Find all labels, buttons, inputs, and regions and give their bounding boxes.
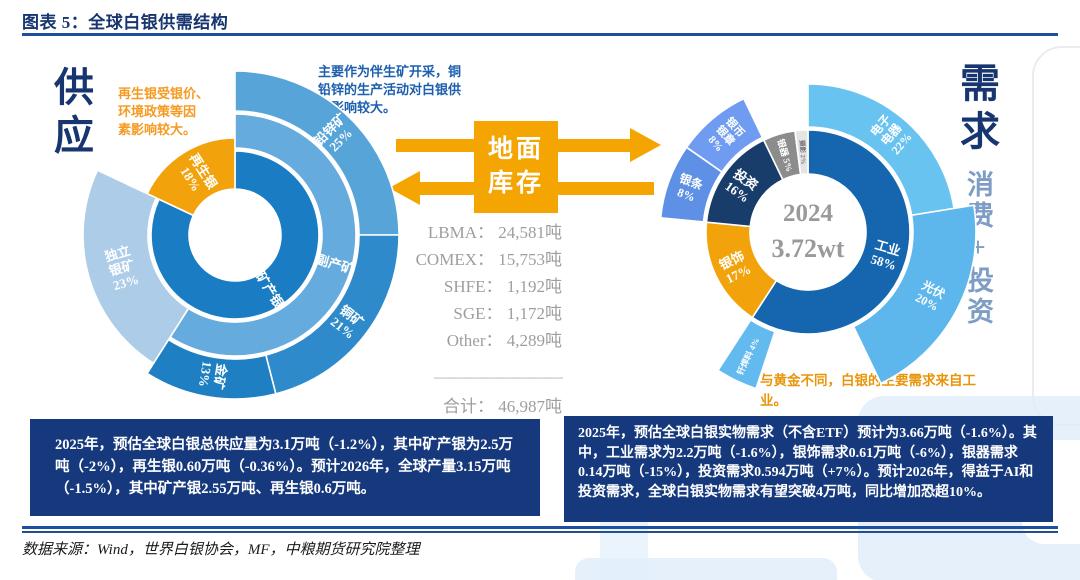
sunburst-segment	[716, 318, 776, 390]
section-divider-thick	[22, 526, 1058, 529]
sunburst-center-label: 2024	[783, 200, 834, 227]
sunburst-segment-label: 金矿13%	[196, 359, 230, 390]
inventory-separator: ————————	[434, 367, 563, 386]
sunburst-segment	[685, 97, 764, 174]
blue-bottom-decoration	[575, 558, 837, 580]
ground-inventory-label: 地面库存	[487, 136, 544, 197]
demand-heading: 需求	[954, 62, 999, 158]
inventory-total: 合计： 46,987吨	[443, 397, 562, 416]
data-source: 数据来源：Wind，世界白银协会，MF，中粮期货研究院整理	[22, 542, 420, 558]
title-underline	[22, 33, 1058, 36]
sunburst-segment	[794, 129, 809, 176]
arrow-right-icon	[630, 128, 661, 162]
supply-heading: 供应	[48, 66, 93, 162]
demand-sunburst-chart: 工业58% 银饰17% 投资16% 银器 5% 摄影 2% 电子电器22% 光伏20% 钎焊料…	[638, 62, 978, 402]
sunburst-segment	[852, 204, 977, 385]
ground-inventory-box: 地面库存	[474, 121, 558, 213]
demand-note: 与黄金不同，白银的主要需求来自工业。	[760, 373, 976, 408]
demand-summary-box: 2025年，预估全球白银实物需求（不含ETF）预计为3.66万吨（-1.6%）。…	[564, 416, 1053, 522]
inventory-row: SGE： 1,172吨	[453, 304, 562, 323]
inventory-list: LBMA： 24,581吨 COMEX： 15,753吨 SHFE： 1,192…	[388, 219, 563, 420]
sunburst-segment	[146, 338, 277, 400]
supply-sunburst-chart: 矿产银 再生银18% 副产矿 独立银矿23% 铅锌矿25% 铜矿21% 金矿13%	[65, 65, 405, 405]
inventory-row: SHFE： 1,192吨	[443, 277, 562, 296]
supply-note-byproduct: 主要作为伴生矿开采，铜 铅锌的生产活动对白银供 应影响较大。	[318, 64, 462, 116]
sunburst-segment-label: 独立银矿23%	[103, 243, 141, 293]
supply-summary-box: 2025年，预估全球白银总供应量为3.1万吨（-1.2%），其中矿产银为2.5万…	[30, 419, 540, 516]
inventory-row: COMEX： 15,753吨	[415, 250, 562, 269]
rounded-outline-decoration	[1032, 46, 1080, 426]
inventory-row: Other： 4,289吨	[446, 331, 562, 350]
supply-note-recycled: 再生银受银价、 环境政策等因 素影响较大。	[118, 86, 210, 138]
sunburst-segment-label: 摄影 2%	[798, 140, 809, 165]
sunburst-center	[752, 176, 864, 288]
section-divider-thin	[22, 531, 1058, 533]
sunburst-segment	[751, 129, 911, 335]
sunburst-center-label: 3.72wt	[772, 234, 845, 263]
sunburst-segment-label: 工业58%	[869, 237, 902, 273]
inventory-row: LBMA： 24,581吨	[427, 223, 562, 242]
sunburst-segment	[82, 169, 190, 365]
page-title: 图表 5：全球白银供需结构	[22, 13, 229, 32]
sunburst-segment	[150, 150, 320, 320]
sunburst-segment	[169, 113, 357, 357]
